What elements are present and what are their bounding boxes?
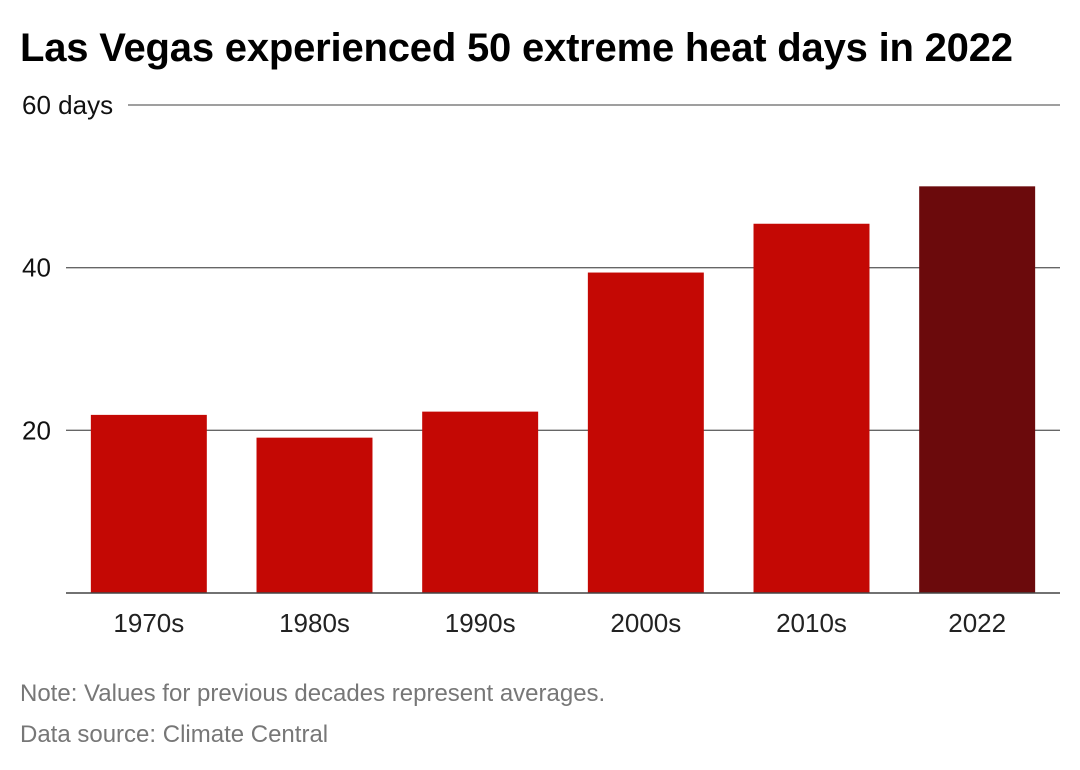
y-axis-tick-labels: 20 40 60 days	[22, 90, 113, 445]
x-axis-tick-labels: 1970s 1980s 1990s 2000s 2010s 2022	[113, 608, 1006, 638]
bar	[256, 437, 373, 593]
bar	[587, 272, 704, 593]
y-tick-label: 20	[22, 415, 51, 445]
gridlines	[66, 104, 1060, 431]
x-tick-label: 1980s	[279, 608, 350, 638]
data-source: Data source: Climate Central	[20, 721, 329, 748]
bar	[919, 186, 1036, 594]
footnote: Note: Values for previous decades repres…	[20, 680, 606, 707]
bar	[753, 223, 870, 593]
y-tick-label: 40	[22, 253, 51, 283]
bar	[422, 411, 539, 593]
chart-title: Las Vegas experienced 50 extreme heat da…	[20, 26, 1013, 70]
x-tick-label: 2010s	[776, 608, 847, 638]
x-tick-label: 2022	[948, 608, 1006, 638]
x-tick-label: 2000s	[610, 608, 681, 638]
bar	[90, 414, 207, 593]
x-tick-label: 1990s	[445, 608, 516, 638]
y-tick-label: 60 days	[22, 90, 113, 120]
bar-chart: 20 40 60 days 1970s 1980s 1990s 2000s 2010s 202…	[22, 90, 1060, 638]
x-tick-label: 1970s	[113, 608, 184, 638]
bars	[90, 186, 1036, 594]
